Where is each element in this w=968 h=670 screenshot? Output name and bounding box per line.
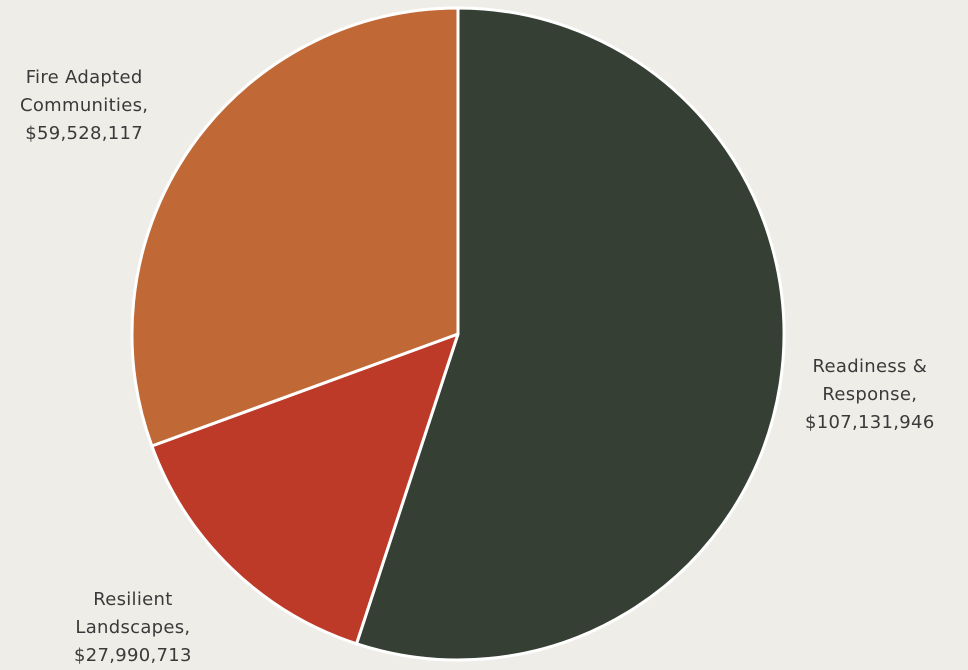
pie-slice-fire-adapted-communities bbox=[130, 6, 460, 448]
label-line: Readiness & bbox=[812, 356, 928, 377]
slice-label-fire-adapted-communities: Fire Adapted Communities, $59,528,117 bbox=[20, 64, 148, 148]
pie-slice-readiness-response bbox=[355, 6, 786, 662]
label-line: Communities, bbox=[20, 95, 149, 116]
label-line: $59,528,117 bbox=[25, 123, 144, 144]
label-line: $107,131,946 bbox=[805, 412, 935, 433]
slice-label-resilient-landscapes: Resilient Landscapes, $27,990,713 bbox=[74, 586, 192, 670]
pie-slice-resilient-landscapes bbox=[150, 332, 460, 646]
label-line: Fire Adapted bbox=[25, 67, 143, 88]
label-line: $27,990,713 bbox=[74, 645, 192, 666]
slice-label-readiness-response: Readiness & Response, $107,131,946 bbox=[805, 353, 935, 437]
label-line: Landscapes, bbox=[75, 617, 191, 638]
label-line: Resilient bbox=[93, 589, 173, 610]
label-line: Response, bbox=[822, 384, 918, 405]
